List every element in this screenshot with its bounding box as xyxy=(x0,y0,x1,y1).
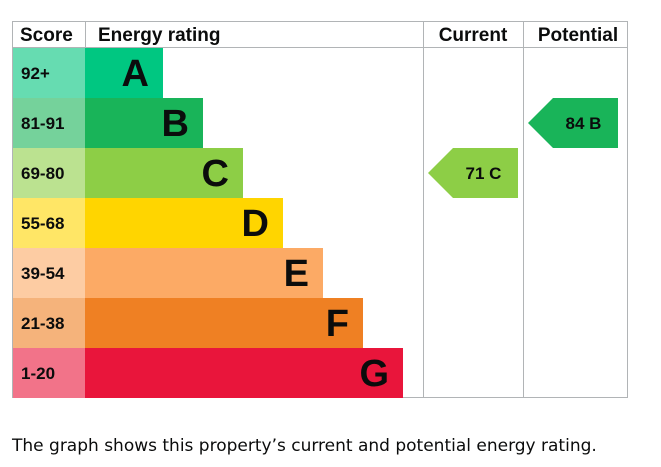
current-rating-arrow-shape xyxy=(428,148,518,198)
chart-caption: The graph shows this property’s current … xyxy=(12,436,597,456)
header-energy-rating: Energy rating xyxy=(98,25,220,46)
band-a-score-label: 92+ xyxy=(21,64,50,83)
band-f: 21-38 F xyxy=(13,298,363,348)
rating-bands: 92+ A 81-91 B 69-80 C 55-68 D 39-54 E 21-38 F 1-20 G xyxy=(13,48,403,398)
band-e-bar xyxy=(85,248,323,298)
band-b-letter: B xyxy=(162,103,189,145)
band-d-bar xyxy=(85,198,283,248)
band-e-score-label: 39-54 xyxy=(21,264,65,283)
band-b: 81-91 B xyxy=(13,98,203,148)
band-e-letter: E xyxy=(284,253,309,295)
band-b-bar xyxy=(85,98,203,148)
potential-rating-label: 84 B xyxy=(566,114,602,133)
energy-rating-chart: Score Energy rating Current Potential 92… xyxy=(12,21,628,398)
band-f-letter: F xyxy=(326,303,349,345)
header-potential: Potential xyxy=(538,25,618,46)
band-a-bar xyxy=(85,48,163,98)
band-a: 92+ A xyxy=(13,48,163,98)
band-d-letter: D xyxy=(242,203,269,245)
band-f-score-label: 21-38 xyxy=(21,314,64,333)
band-d-score-label: 55-68 xyxy=(21,214,64,233)
band-c-letter: C xyxy=(202,153,229,195)
band-a-letter: A xyxy=(122,53,149,95)
band-f-score-cell xyxy=(13,298,85,348)
band-g-bar xyxy=(85,348,403,398)
band-e: 39-54 E xyxy=(13,248,323,298)
band-g-letter: G xyxy=(359,353,389,395)
header-current: Current xyxy=(439,25,508,46)
band-c-bar xyxy=(85,148,243,198)
band-g-score-label: 1-20 xyxy=(21,364,55,383)
band-g: 1-20 G xyxy=(13,348,403,398)
band-c: 69-80 C xyxy=(13,148,243,198)
band-b-score-cell xyxy=(13,98,85,148)
current-rating-arrow: 71 C xyxy=(428,148,518,198)
potential-rating-arrow-shape xyxy=(528,98,618,148)
band-b-score-label: 81-91 xyxy=(21,114,64,133)
header-score: Score xyxy=(20,25,73,46)
band-e-score-cell xyxy=(13,248,85,298)
band-c-score-label: 69-80 xyxy=(21,164,64,183)
current-rating-label: 71 C xyxy=(466,164,502,183)
band-g-score-cell xyxy=(13,348,85,398)
potential-rating-arrow: 84 B xyxy=(528,98,618,148)
band-f-bar xyxy=(85,298,363,348)
band-c-score-cell xyxy=(13,148,85,198)
rating-arrows: 71 C 84 B xyxy=(428,98,618,198)
band-d: 55-68 D xyxy=(13,198,283,248)
band-d-score-cell xyxy=(13,198,85,248)
band-a-score-cell xyxy=(13,48,85,98)
